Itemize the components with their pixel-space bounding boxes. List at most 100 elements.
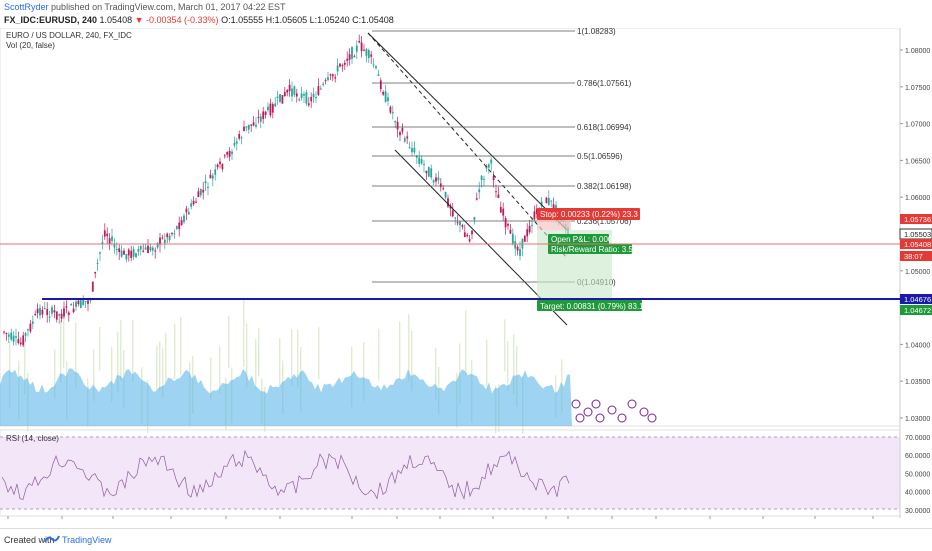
candle-body bbox=[432, 180, 435, 183]
symbol-name: FX_IDC:EURUSD, 240 bbox=[4, 15, 98, 25]
created-with-text: Created with bbox=[4, 535, 55, 545]
candle-body bbox=[24, 333, 27, 336]
footer: Created with TradingView bbox=[0, 528, 932, 551]
time-tick-label: 20 bbox=[489, 519, 497, 520]
candle-body bbox=[295, 93, 298, 97]
candle-body bbox=[526, 229, 529, 237]
candle-body bbox=[286, 89, 289, 93]
candle-body bbox=[99, 252, 101, 254]
volume-bar bbox=[507, 341, 509, 392]
chart-area[interactable]: EURO / US DOLLAR, 240, FX_IDC Vol (20, f… bbox=[0, 27, 932, 528]
volume-bar bbox=[165, 332, 167, 385]
candle-body bbox=[279, 94, 281, 102]
tradingview-brand[interactable]: TradingView bbox=[62, 535, 112, 545]
candle-body bbox=[199, 189, 202, 196]
candle-body bbox=[202, 189, 205, 193]
legend-rsi: RSI (14, close) bbox=[6, 434, 59, 443]
target-box[interactable] bbox=[537, 300, 642, 311]
rsi-tick-label: 30.0000 bbox=[905, 508, 930, 515]
candle-body bbox=[29, 323, 32, 332]
candle-body bbox=[149, 247, 152, 251]
rsi-line bbox=[1, 449, 570, 500]
event-marker-icon bbox=[639, 407, 649, 417]
candle-body bbox=[53, 310, 56, 313]
candle-body bbox=[240, 137, 243, 139]
candle-body bbox=[540, 201, 543, 207]
candle-body bbox=[408, 147, 411, 149]
candle-body bbox=[48, 316, 51, 318]
volume-bar bbox=[75, 322, 77, 388]
candle-body bbox=[204, 181, 207, 184]
candle-body bbox=[127, 249, 130, 256]
channel-upper-line[interactable] bbox=[367, 32, 568, 231]
candle-body bbox=[70, 303, 73, 306]
candle-body bbox=[55, 311, 58, 320]
candle-body bbox=[82, 298, 85, 305]
event-marker-icon bbox=[575, 413, 585, 423]
target-price-badge bbox=[900, 305, 932, 315]
price-chart[interactable]: EURO / US DOLLAR, 240, FX_IDC Vol (20, f… bbox=[0, 27, 932, 528]
open-pl-box[interactable] bbox=[548, 234, 609, 244]
candle-body bbox=[353, 56, 356, 58]
candle-body bbox=[418, 157, 421, 164]
time-tick-label: 23 bbox=[276, 519, 284, 520]
candle-body bbox=[317, 86, 320, 96]
main-pane[interactable] bbox=[0, 27, 901, 427]
candle-body bbox=[327, 77, 329, 81]
candle-body bbox=[185, 208, 188, 213]
candle-body bbox=[319, 88, 322, 90]
stop-price-text: 1.05736 bbox=[904, 215, 931, 224]
candle-body bbox=[499, 206, 502, 213]
legend-volume: Vol (20, false) bbox=[6, 41, 55, 50]
time-tick-label: Feb bbox=[346, 519, 359, 520]
candle-body bbox=[91, 281, 94, 292]
candle-body bbox=[22, 335, 25, 346]
candle-body bbox=[142, 250, 145, 252]
candle-body bbox=[533, 211, 536, 220]
candle-body bbox=[545, 197, 548, 204]
risk-reward-box[interactable] bbox=[548, 244, 632, 254]
candle-body bbox=[391, 112, 394, 114]
candle-body bbox=[444, 191, 447, 198]
candle-body bbox=[403, 138, 406, 142]
candle-body bbox=[439, 183, 442, 188]
candle-body bbox=[166, 233, 169, 238]
time-tick-label: 13 bbox=[436, 519, 444, 520]
candle-body bbox=[36, 308, 39, 314]
candle-body bbox=[442, 188, 445, 190]
stop-label: Stop: 0.00233 (0.22%) 23.3 bbox=[540, 210, 638, 219]
tradingview-logo-icon[interactable] bbox=[44, 532, 60, 546]
symbol-info: FX_IDC:EURUSD, 240 1.05408 ▼ -0.00354 (-… bbox=[4, 15, 394, 25]
candle-body bbox=[173, 233, 176, 235]
candle-body bbox=[425, 170, 428, 174]
volume-bar bbox=[399, 321, 401, 380]
candle-body bbox=[483, 178, 485, 180]
rsi-axis[interactable]: 70.0000 60.0000 50.0000 40.0000 30.0000 bbox=[905, 435, 930, 515]
candle-body bbox=[214, 169, 217, 175]
author-link[interactable]: ScottRyder bbox=[4, 2, 49, 12]
last-price: 1.05408 bbox=[99, 15, 133, 25]
candle-body bbox=[226, 152, 229, 155]
candle-body bbox=[41, 309, 44, 315]
candle-body bbox=[454, 217, 457, 219]
volume-bar bbox=[465, 310, 467, 376]
candle-body bbox=[178, 222, 181, 230]
candle-body bbox=[245, 126, 248, 128]
volume-bar bbox=[24, 338, 26, 395]
stop-box[interactable] bbox=[537, 208, 640, 220]
event-markers[interactable] bbox=[571, 399, 657, 423]
rsi-tick-label: 70.0000 bbox=[905, 435, 930, 442]
volume-bar bbox=[120, 320, 122, 381]
time-axis[interactable]: 19 26 2017 9 16 23 Feb 7 13 20 27 Mar 7 13 20 27 Apr 10 bbox=[4, 516, 877, 528]
candle-body bbox=[43, 308, 46, 310]
channel-mid-line[interactable] bbox=[367, 32, 568, 259]
candle-body bbox=[259, 116, 262, 122]
countdown-badge bbox=[900, 251, 932, 261]
volume-area bbox=[0, 368, 572, 426]
fib-level-label: 0.5(1.06596) bbox=[577, 152, 623, 161]
candle-body bbox=[139, 245, 142, 250]
candle-body bbox=[5, 332, 8, 334]
volume-bar bbox=[243, 299, 245, 367]
candle-body bbox=[219, 161, 221, 165]
candle-body bbox=[151, 247, 154, 251]
